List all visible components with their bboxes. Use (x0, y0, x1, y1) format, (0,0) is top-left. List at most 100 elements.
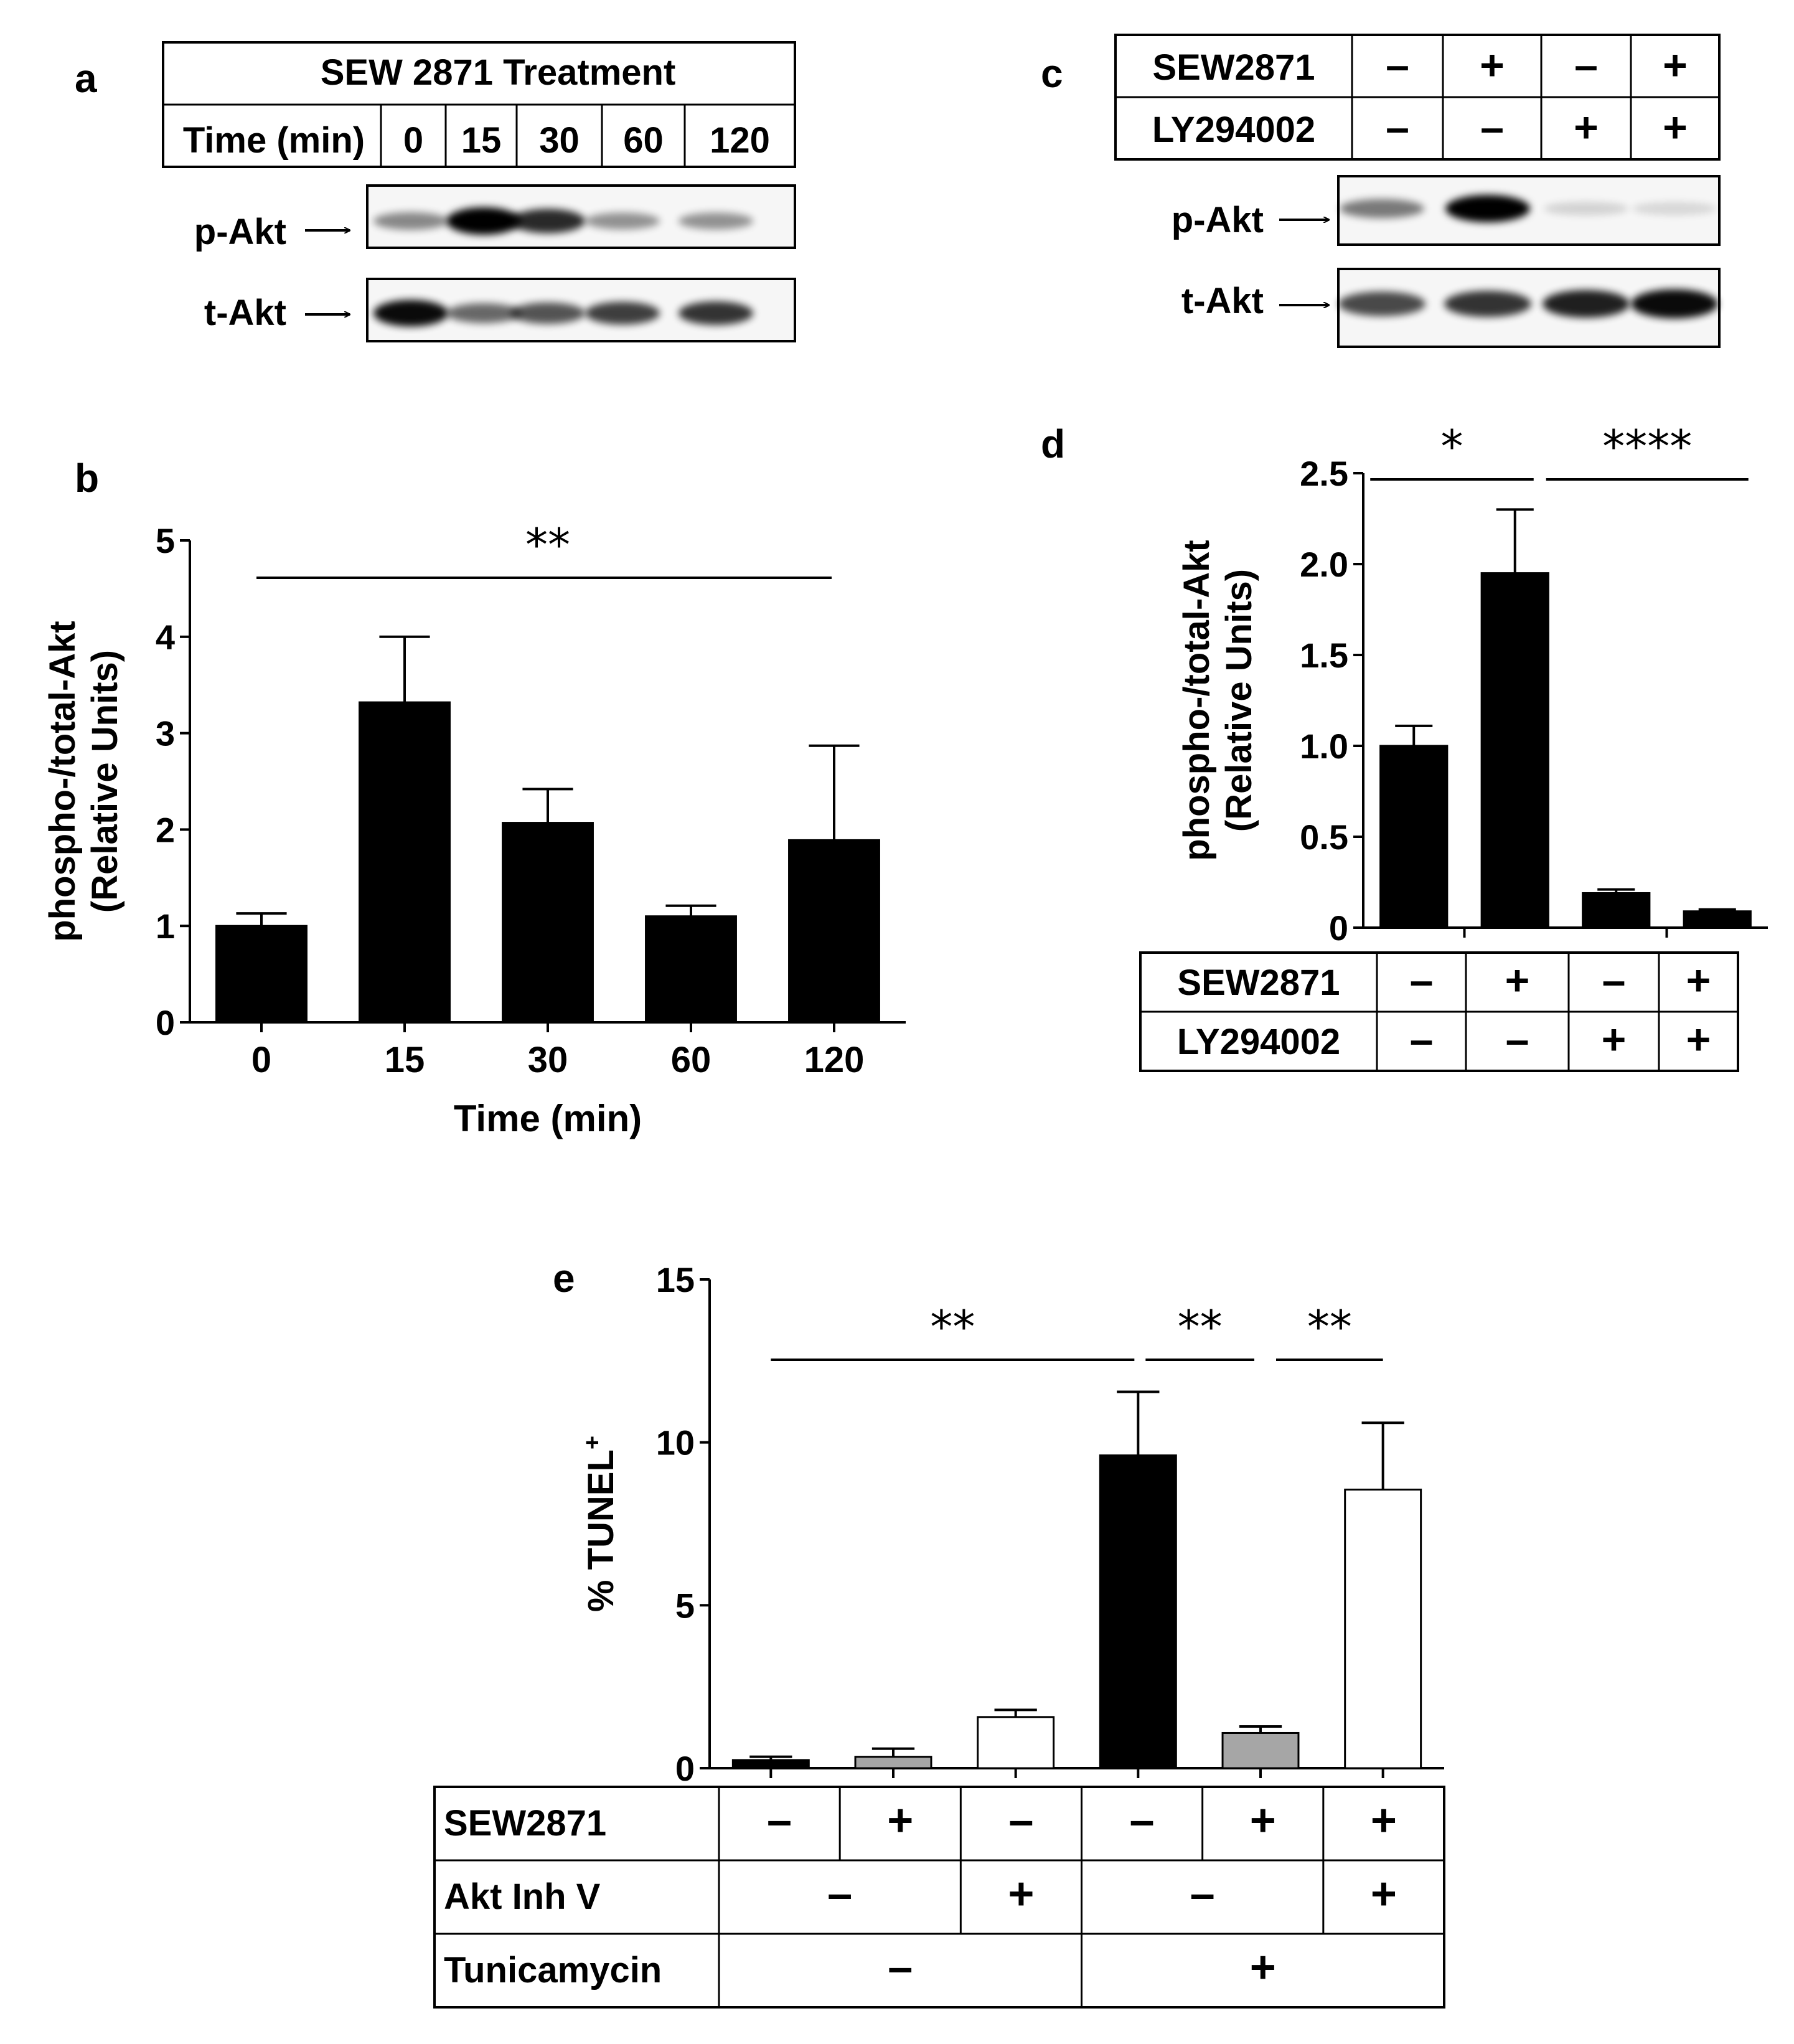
y-tick-label: 0 (1329, 908, 1348, 948)
condition-table-sign: + (1371, 1869, 1397, 1919)
y-tick-label: 1.0 (1300, 727, 1348, 766)
y-axis-label-secondary: (Relative Units) (1219, 569, 1259, 832)
panel-label-a: a (75, 56, 97, 101)
bar (215, 925, 308, 1024)
bar (1221, 1731, 1300, 1769)
bar (854, 1756, 932, 1769)
condition-table-label: LY294002 (1177, 1022, 1340, 1062)
x-axis-label: Time (min) (454, 1098, 642, 1139)
y-tick-label: 10 (656, 1423, 695, 1462)
bar (1582, 892, 1651, 929)
blot-a-t-akt-band (373, 299, 448, 327)
condition-table-sign: – (1602, 957, 1626, 1004)
panel-label-d: d (1041, 422, 1065, 466)
condition-table-sign: – (1410, 1016, 1434, 1063)
blot-c-t-akt-band (1631, 289, 1718, 319)
chart-b: 0 1 2 3 4 5 0 15 30 60 120 ** phospho-/total-Akt (Rel… (42, 519, 906, 1139)
x-tick-label: 120 (804, 1040, 865, 1080)
bar (1480, 572, 1549, 929)
chart-d: 00.51.01.52.02.5* ****phospho-/total-Akt(… (1139, 420, 1768, 1072)
condition-table-sign: + (1250, 1943, 1276, 1992)
condition-table-sign: – (1506, 1016, 1529, 1063)
blot-a-time-15: 15 (461, 120, 502, 161)
x-tick-label: 30 (528, 1040, 568, 1080)
condition-table-label: SEW2871 (1177, 963, 1340, 1003)
blot-a-t-akt-band (679, 301, 753, 325)
blot-c-condition-label: SEW2871 (1152, 47, 1315, 88)
condition-table-sign: + (1250, 1796, 1276, 1845)
blot-c-t-akt-band (1543, 290, 1630, 318)
condition-table-sign: + (1371, 1796, 1397, 1845)
y-tick-label: 0 (156, 1003, 175, 1042)
blot-a-p-akt-band (679, 212, 753, 230)
bar (1683, 910, 1752, 929)
condition-table-label: SEW2871 (444, 1803, 606, 1844)
blot-c-t-akt-band (1338, 291, 1425, 316)
condition-table-sign: – (1190, 1869, 1215, 1919)
condition-table-sign: – (1130, 1796, 1155, 1845)
bar (731, 1759, 810, 1769)
blot-c-condition-sign: – (1574, 42, 1598, 89)
blot-c-condition-sign: + (1663, 42, 1688, 89)
y-tick-label: 15 (656, 1260, 695, 1299)
blot-a-time-label: Time (min) (183, 120, 365, 161)
panel-label-b: b (75, 456, 99, 501)
bar (359, 701, 451, 1024)
y-tick-label: 1 (156, 907, 175, 946)
bar (1344, 1489, 1422, 1769)
blot-a-time-30: 30 (539, 120, 580, 161)
blot-c-condition-label: LY294002 (1152, 110, 1315, 150)
y-tick-label: 5 (675, 1586, 695, 1625)
y-tick-label: 0.5 (1300, 817, 1348, 857)
bar (788, 839, 880, 1024)
y-tick-label: 2 (156, 810, 175, 849)
condition-table-sign: – (1008, 1796, 1033, 1845)
x-tick-label: 15 (385, 1040, 425, 1080)
condition-table-sign: + (1686, 1016, 1711, 1063)
condition-table-sign: + (1686, 957, 1711, 1004)
blot-a-treatment-header: SEW 2871 Treatment (321, 52, 676, 93)
blot-c-condition-sign: + (1480, 42, 1505, 89)
condition-table-label: Tunicamycin (444, 1950, 662, 1990)
blot-a-row-label-t-akt: t-Akt (204, 293, 286, 333)
y-axis-label: phospho-/total-Akt (42, 621, 83, 941)
condition-table-sign: – (888, 1943, 913, 1992)
y-axis-label: phospho-/total-Akt (1176, 540, 1217, 860)
y-tick-label: 2.0 (1300, 545, 1348, 584)
condition-table-e (433, 1786, 1445, 2009)
significance-label: * (1441, 420, 1463, 473)
blot-c: SEW2871 – + – + LY294002 – – + + p-Akt t-Akt (1114, 34, 1721, 348)
y-axis-label-superscript: + (580, 1436, 606, 1449)
blot-a-row-label-p-akt: p-Akt (194, 212, 286, 252)
blot-a-p-akt-band (446, 207, 521, 235)
bar (502, 822, 594, 1024)
blot-c-condition-sign: – (1480, 104, 1504, 151)
y-tick-label: 5 (156, 521, 175, 560)
y-tick-label: 3 (156, 714, 175, 753)
y-tick-label: 4 (156, 618, 175, 657)
condition-table-sign: + (1505, 957, 1530, 1004)
blot-a-bands (373, 207, 753, 327)
blot-c-p-akt-band (1632, 202, 1717, 215)
blot-c-p-akt-band (1340, 199, 1424, 219)
significance-label: ** (525, 519, 570, 571)
y-axis-label-secondary: (Relative Units) (85, 650, 125, 913)
condition-table-sign: + (1008, 1869, 1034, 1919)
blot-c-row-label-p-akt: p-Akt (1172, 200, 1264, 240)
blot-c-t-akt-band (1444, 291, 1531, 317)
panel-label-e: e (553, 1256, 575, 1301)
blot-a-p-akt-band (585, 212, 660, 230)
blot-a: SEW 2871 Treatment Time (min) 0 15 30 60 120… (162, 41, 796, 342)
y-tick-label: 1.5 (1300, 636, 1348, 675)
blot-a-time-0: 0 (403, 120, 423, 161)
bar (977, 1716, 1055, 1769)
significance-label: **** (1602, 420, 1692, 473)
condition-table-sign: + (887, 1796, 913, 1845)
bar (1379, 745, 1449, 929)
blot-c-bands (1338, 195, 1718, 319)
blot-a-t-akt-band (510, 302, 585, 324)
condition-table-sign: + (1602, 1016, 1627, 1063)
significance-label: ** (1307, 1301, 1352, 1353)
